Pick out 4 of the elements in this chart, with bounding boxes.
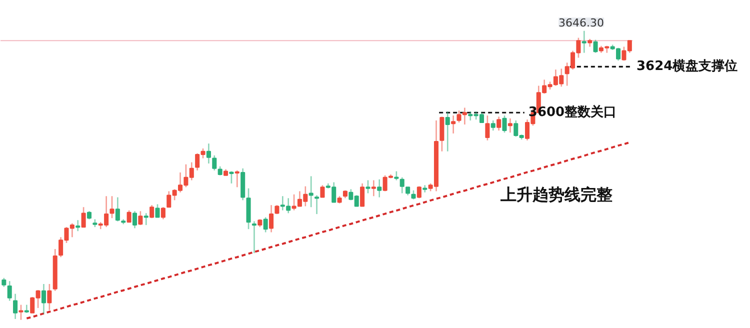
candlestick (320, 184, 325, 198)
text: 3646.30 (558, 16, 604, 30)
annotation: 上升趋势线完整 (499, 185, 612, 204)
text: 3624横盘支撑位 (636, 59, 738, 74)
